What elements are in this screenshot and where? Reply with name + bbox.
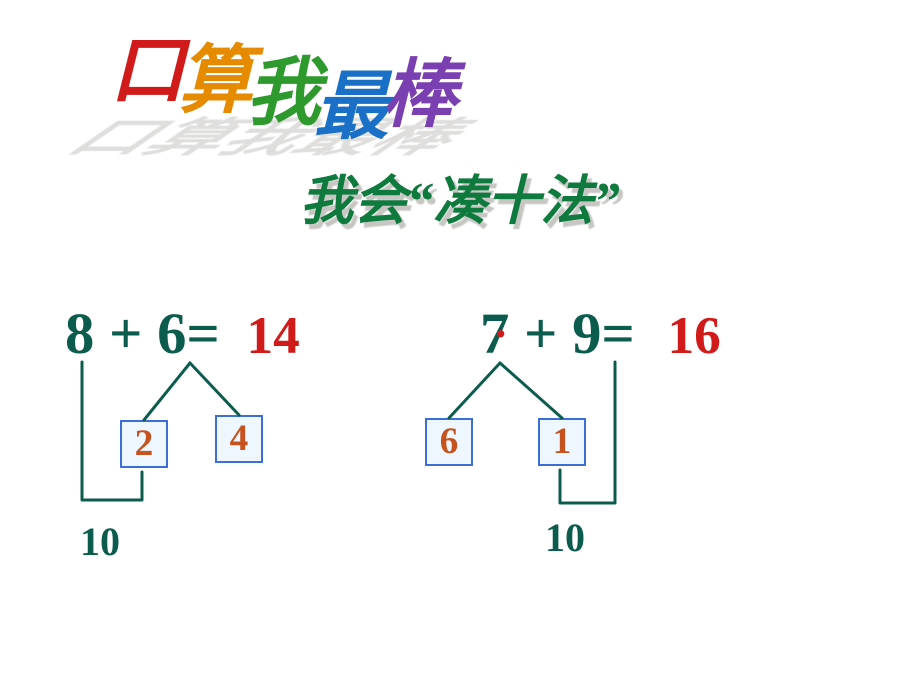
equation-2-answer: 16 bbox=[668, 305, 721, 365]
problem-2-split-left-box: 6 bbox=[425, 418, 473, 466]
equation-2-pivot-dot: . bbox=[495, 300, 505, 345]
title-char-4: 棒 bbox=[382, 59, 457, 134]
title-char-2: 我 bbox=[246, 57, 321, 132]
title-char-3: 最 bbox=[314, 71, 389, 146]
equation-1: 8 + 6= 14 bbox=[65, 305, 300, 364]
title-char-0: 口 bbox=[110, 35, 185, 110]
subtitle: 我会“凑十法” bbox=[300, 175, 620, 228]
equation-2: 7 + 9= 16 bbox=[480, 305, 721, 364]
equation-1-answer: 14 bbox=[247, 305, 300, 365]
problem-1-split-right-box: 4 bbox=[215, 415, 263, 463]
problem-1-ten-label: 10 bbox=[80, 522, 120, 562]
problem-2-ten-label: 10 bbox=[545, 518, 585, 558]
title-char-1: 算 bbox=[178, 45, 253, 120]
problem-2-split-right-box: 1 bbox=[538, 418, 586, 466]
equation-1-expression: 8 + 6= bbox=[65, 301, 220, 366]
slide-stage: 口算我最棒 口算我最棒 我会“凑十法” 我会“凑十法” 8 + 6= 14 2 … bbox=[0, 0, 920, 690]
problem-1-split-left-box: 2 bbox=[120, 420, 168, 468]
